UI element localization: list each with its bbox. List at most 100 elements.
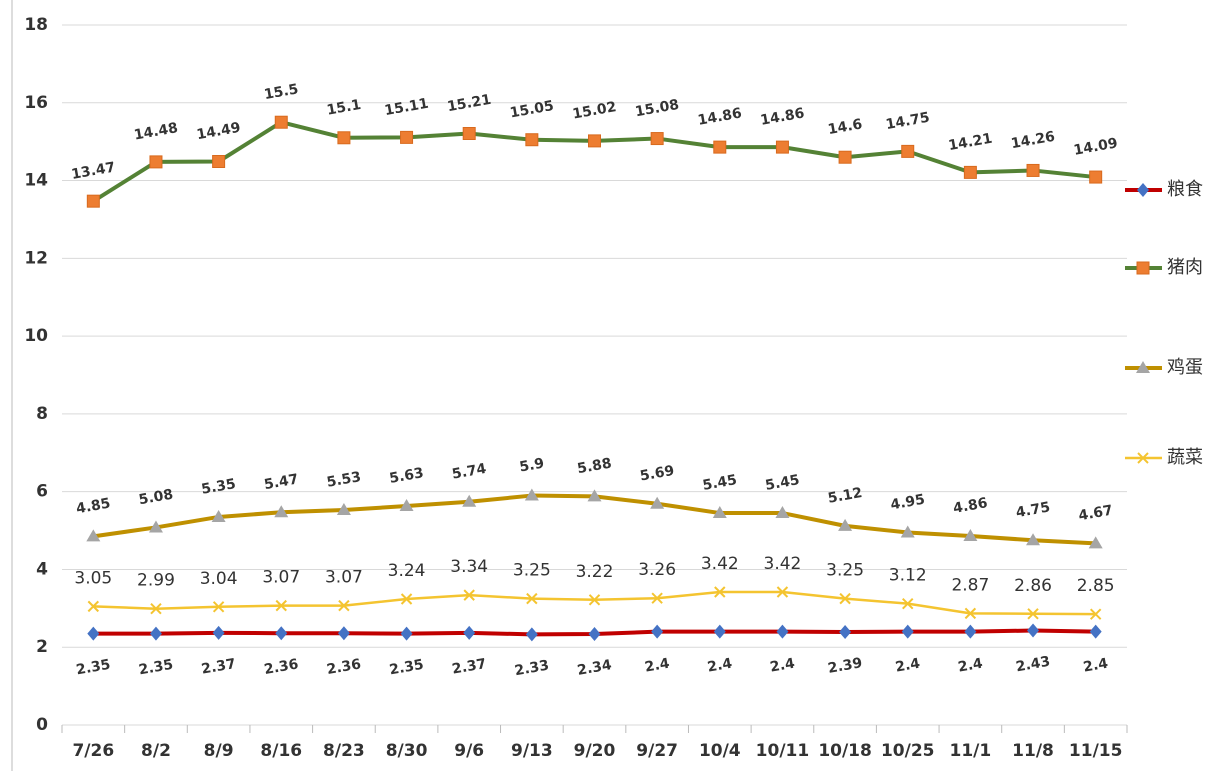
data-label: 15.02 (571, 99, 617, 122)
data-point (838, 518, 853, 531)
data-label: 2.99 (137, 571, 175, 591)
y-tick-label: 14 (24, 171, 48, 191)
data-label: 14.86 (759, 105, 805, 128)
data-point (902, 597, 914, 610)
data-label: 3.07 (325, 568, 363, 588)
data-point (211, 509, 226, 522)
x-tick-label: 9/20 (574, 741, 616, 761)
x-tick-label: 11/1 (950, 741, 992, 761)
data-point (901, 624, 914, 639)
x-tick-label: 8/16 (260, 741, 302, 761)
data-label: 2.39 (827, 655, 864, 677)
data-point (587, 489, 602, 502)
data-label: 5.63 (388, 465, 425, 487)
data-point (149, 155, 163, 169)
x-tick-label: 10/4 (699, 741, 741, 761)
data-label: 5.12 (827, 485, 864, 507)
legend-label: 粮食 (1167, 179, 1203, 200)
data-point (87, 626, 100, 641)
data-point (1027, 608, 1039, 620)
data-point (337, 626, 350, 641)
data-point (400, 626, 413, 641)
data-label: 4.85 (75, 496, 112, 518)
data-point (275, 599, 287, 612)
data-label: 2.36 (263, 656, 300, 678)
data-label: 5.69 (639, 463, 676, 485)
data-point (275, 626, 288, 641)
data-point (212, 601, 225, 613)
data-point (713, 624, 726, 639)
data-label: 2.4 (769, 656, 796, 676)
data-label: 2.87 (951, 575, 989, 595)
data-point (839, 592, 851, 605)
y-tick-label: 12 (24, 248, 48, 268)
series-line (93, 493, 1096, 546)
series-line (93, 590, 1096, 616)
data-point (900, 525, 915, 538)
legend-marker (1136, 361, 1150, 373)
data-label: 2.4 (894, 656, 921, 676)
data-point (713, 140, 727, 154)
data-label: 2.37 (451, 656, 488, 678)
x-tick-label: 7/26 (72, 741, 114, 761)
data-label: 3.05 (74, 568, 112, 588)
data-point (462, 127, 476, 140)
data-label: 14.75 (885, 110, 931, 133)
data-label: 2.85 (1077, 576, 1115, 596)
data-label: 3.26 (638, 560, 676, 580)
data-label: 4.67 (1077, 503, 1114, 525)
data-label: 3.07 (262, 568, 300, 588)
data-label: 5.88 (576, 455, 613, 477)
x-tick-label: 8/9 (204, 741, 234, 761)
data-point (274, 505, 289, 518)
data-point (463, 589, 475, 601)
data-point (963, 165, 977, 179)
legend-label: 鸡蛋 (1167, 357, 1203, 378)
y-tick-label: 6 (36, 482, 48, 502)
data-label: 2.86 (1014, 576, 1052, 596)
data-point (588, 134, 601, 148)
data-label: 14.26 (1010, 129, 1056, 152)
data-label: 3.04 (200, 569, 238, 589)
data-point (336, 502, 351, 515)
data-point (650, 496, 665, 509)
data-label: 2.34 (576, 657, 613, 679)
data-label: 5.47 (263, 471, 300, 493)
data-point (651, 624, 664, 639)
data-label: 2.36 (326, 656, 363, 678)
series-line (92, 120, 1096, 203)
data-point (212, 625, 225, 640)
data-point (650, 132, 664, 146)
data-point (524, 488, 539, 501)
data-point (150, 603, 162, 615)
data-label: 15.08 (634, 97, 680, 120)
x-tick-label: 9/6 (454, 741, 484, 761)
data-label: 13.47 (70, 159, 116, 182)
data-label: 5.74 (451, 461, 488, 483)
data-point (775, 506, 790, 519)
data-label: 5.45 (701, 472, 738, 494)
data-point (1089, 624, 1102, 639)
data-point (838, 150, 852, 164)
data-label: 15.21 (446, 92, 492, 115)
data-point (337, 131, 351, 145)
x-tick-label: 10/11 (756, 741, 810, 761)
y-tick-label: 8 (36, 404, 48, 424)
data-label: 5.9 (518, 456, 545, 476)
data-label: 3.12 (889, 566, 927, 586)
x-tick-label: 8/23 (323, 741, 365, 761)
data-label: 15.05 (509, 98, 555, 121)
data-point (964, 607, 977, 620)
x-tick-label: 9/27 (636, 741, 678, 761)
y-tick-label: 4 (36, 559, 48, 579)
data-label: 5.45 (764, 472, 801, 494)
data-label: 2.4 (706, 656, 733, 676)
data-point (462, 494, 477, 507)
data-label: 3.42 (764, 554, 802, 574)
data-point (87, 600, 100, 613)
data-point (1027, 623, 1040, 638)
data-label: 2.4 (644, 656, 671, 676)
x-tick-label: 11/15 (1069, 741, 1123, 761)
data-label: 15.11 (383, 96, 429, 119)
